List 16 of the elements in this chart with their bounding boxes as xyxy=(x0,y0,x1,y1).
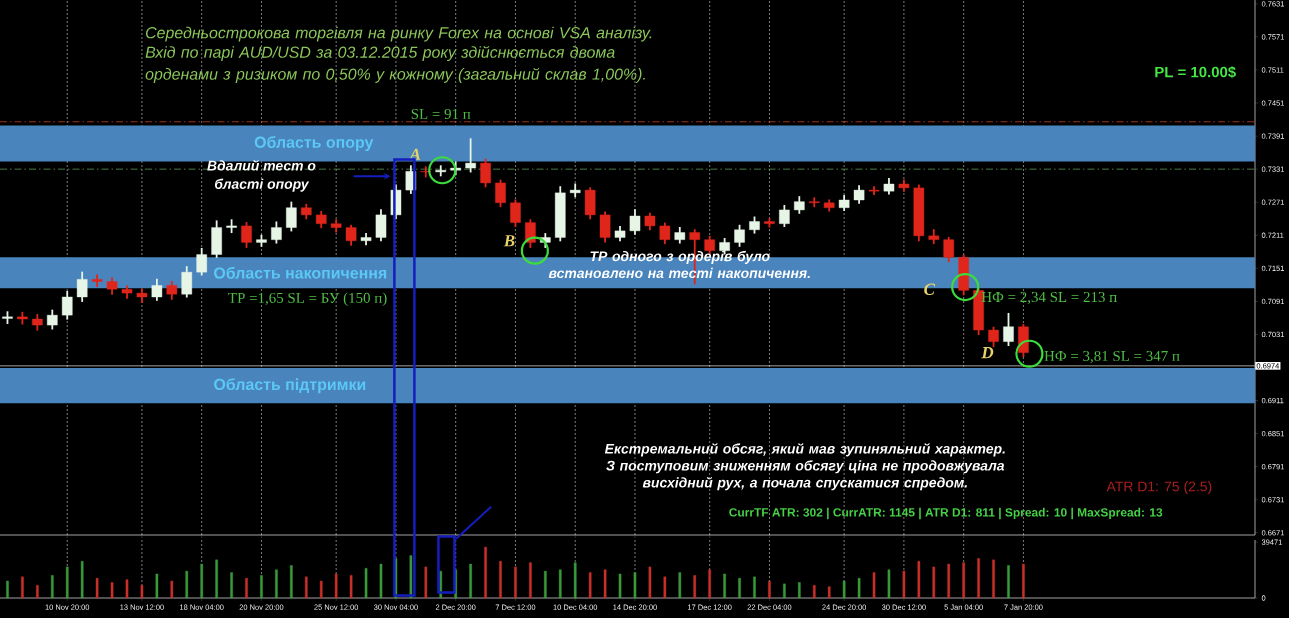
annotation: SL = 91 п xyxy=(411,108,471,119)
annotation: TP =1,65 SL = БУ (150 п) xyxy=(228,292,387,306)
annotation: Екстремальний обсяг, який мав зупиняльний характер. З поступовим зниженням обсягу ціна не продовжувала висхідний рух, а почала спускатися спредом. xyxy=(604,443,1005,491)
annotation: бласті опору xyxy=(214,178,310,192)
annotation: D xyxy=(981,347,994,359)
annotation: НФ = 3,81 SL = 347 п xyxy=(1044,350,1180,364)
text: Середньострокова торгівля на ринку Forex на основі VSA аналізу. xyxy=(146,26,652,42)
annotation: PL = 10.00$ xyxy=(1155,66,1236,79)
annotation: B xyxy=(503,235,515,247)
band-label: Область накопичення xyxy=(214,266,387,279)
text: Вхід по парі AUD/USD за 03.12.2015 року здійснюється двома орденами з ризиком по 0,50% у кожному (загальний склав 1,00%). xyxy=(145,45,645,83)
band-label: Область опору xyxy=(254,136,374,152)
annotation: Вдалий тест о xyxy=(207,160,316,171)
annotation: ATR D1: 75 (2.5) xyxy=(1106,481,1212,495)
annotation: CurrTF ATR: 302 | CurrATR: 1145 | ATR D1: 811 | Spread: 10 | MaxSpread: 13 xyxy=(729,507,1163,520)
band-label: Область підтримки xyxy=(214,378,366,394)
